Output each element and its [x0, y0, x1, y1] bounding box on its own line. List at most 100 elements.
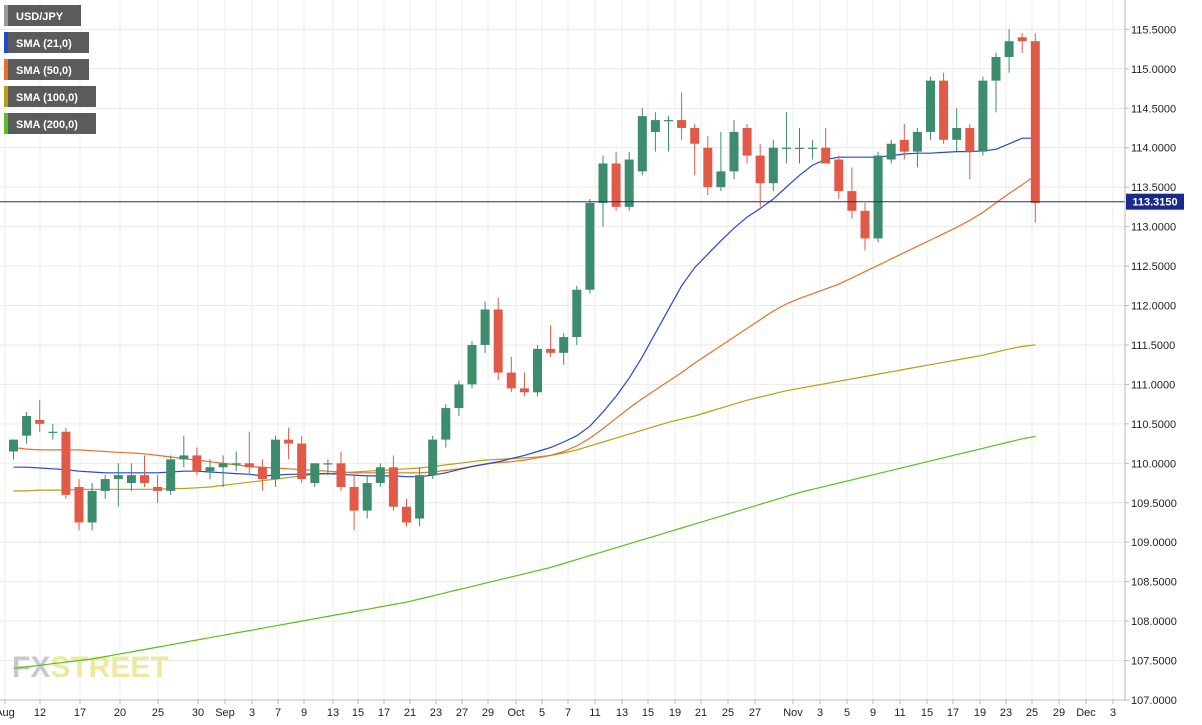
candle-body: [611, 163, 621, 207]
candle-body: [415, 475, 425, 519]
candle-body: [336, 463, 346, 487]
candle-body: [271, 439, 280, 480]
candle: [323, 459, 333, 476]
candle-body: [244, 463, 254, 468]
x-tick-label: 19: [669, 707, 681, 719]
candle-body: [755, 155, 765, 184]
candle: [506, 356, 516, 393]
candle-body: [284, 439, 294, 444]
sma21-line: [13, 137, 1036, 478]
candle: [729, 120, 739, 180]
candle-body: [978, 80, 988, 152]
candle-body: [821, 147, 831, 164]
candle-body: [965, 127, 975, 152]
candle: [205, 459, 215, 480]
candle-body: [899, 139, 909, 152]
candle: [664, 116, 673, 152]
legend-label: USD/JPY: [16, 11, 64, 23]
legend-box: [4, 5, 81, 26]
candle: [899, 124, 909, 160]
candle: [795, 127, 804, 164]
x-tick-label: 17: [947, 707, 959, 719]
x-tick-label: 20: [114, 707, 126, 719]
x-axis: Aug 12 17 20 25 30 Sep 3 7 9 13 15 17 21 23 27 29 Oct 5 7 11…: [0, 700, 1116, 719]
x-tick-label: 5: [539, 707, 545, 719]
candle: [559, 333, 569, 365]
candle: [847, 167, 857, 219]
candle: [166, 455, 176, 495]
candle-body: [1030, 41, 1040, 203]
fxstreet-watermark: FXSTREET: [12, 651, 169, 684]
x-tick-label: 7: [565, 707, 571, 719]
candle: [493, 297, 503, 381]
x-tick-label: 25: [1026, 707, 1038, 719]
candle-body: [454, 384, 464, 409]
candle-body: [323, 463, 333, 465]
x-tick-label: 30: [192, 707, 204, 719]
x-tick-label: Nov: [783, 707, 803, 719]
candle-body: [310, 463, 320, 484]
x-tick-label: 13: [616, 707, 628, 719]
candle: [113, 463, 123, 507]
legend-box: [4, 59, 89, 80]
candle-body: [87, 490, 97, 523]
candle: [362, 475, 372, 519]
candle-body: [48, 431, 58, 433]
y-tick-label: 109.5000: [1131, 498, 1177, 510]
candle: [598, 155, 608, 227]
candle: [624, 151, 634, 211]
candle: [454, 380, 464, 416]
candle-body: [192, 455, 202, 472]
x-tick-label: 17: [74, 707, 86, 719]
x-tick-label: 13: [327, 707, 339, 719]
legend-swatch: [4, 59, 8, 80]
legend-item: SMA (200,0): [4, 113, 96, 134]
candle-body: [362, 483, 372, 511]
candle-body: [506, 372, 516, 389]
candle-body: [9, 439, 18, 452]
candle: [546, 325, 556, 357]
x-tick-label: 29: [1053, 707, 1065, 719]
y-tick-label: 107.5000: [1131, 656, 1177, 668]
candle-body: [402, 506, 411, 523]
candle: [218, 455, 228, 487]
watermark-street: STREET: [50, 651, 168, 684]
candle: [179, 435, 189, 468]
x-tick-label: 9: [301, 707, 307, 719]
candle: [703, 135, 713, 196]
candle: [939, 72, 949, 144]
candle-body: [952, 127, 962, 140]
x-tick-label: 3: [1110, 707, 1116, 719]
candle-body: [113, 475, 123, 480]
x-tick-label: 11: [894, 707, 905, 719]
candle-body: [742, 127, 752, 156]
candle: [349, 475, 359, 531]
x-tick-label: 9: [870, 707, 876, 719]
candle-body: [493, 309, 503, 373]
candle: [100, 475, 110, 499]
candle-body: [22, 415, 32, 436]
candle-body: [467, 344, 477, 385]
candle-body: [231, 463, 241, 465]
x-tick-label: 7: [275, 707, 281, 719]
current-price-label: 113.3150: [1126, 193, 1184, 210]
y-tick-label: 115.5000: [1131, 24, 1176, 36]
candle-body: [690, 127, 700, 144]
candle-body: [205, 467, 215, 472]
x-tick-label: Aug: [0, 707, 15, 719]
candle: [402, 498, 411, 527]
candle: [533, 344, 542, 397]
x-tick-label: 23: [1000, 707, 1012, 719]
candle-body: [768, 147, 778, 184]
x-tick-label: 17: [378, 707, 390, 719]
x-tick-label: 5: [844, 707, 850, 719]
candle: [244, 431, 254, 476]
y-tick-label: 112.0000: [1131, 301, 1176, 313]
candle: [415, 467, 425, 527]
legend-label: SMA (21,0): [16, 38, 72, 50]
candle-body: [598, 163, 608, 203]
candle-body: [716, 171, 726, 188]
candle: [611, 151, 621, 211]
y-tick-label: 109.0000: [1131, 537, 1177, 549]
candle: [690, 124, 700, 176]
